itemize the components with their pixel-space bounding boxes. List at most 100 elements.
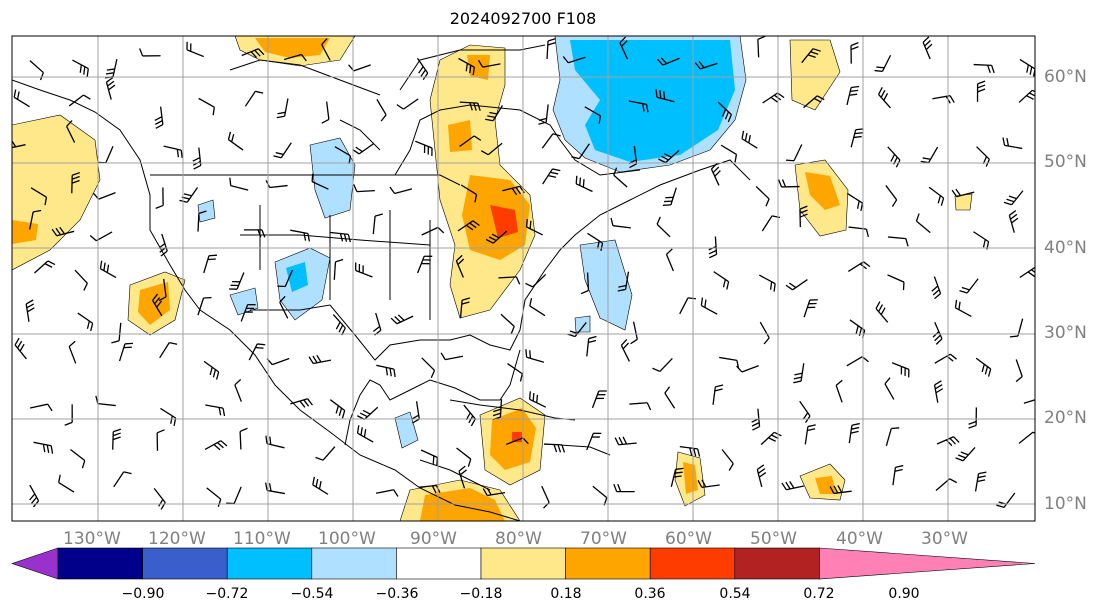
wind-barb: [244, 90, 256, 107]
wind-barb-flag: [1032, 89, 1035, 93]
wind-barb-flag: [785, 481, 791, 490]
wind-barb: [928, 186, 944, 199]
wind-barb-flag: [757, 468, 766, 474]
wind-barb-flag: [771, 434, 779, 440]
wind-barb-flag: [356, 425, 360, 434]
wind-barb-flag: [951, 189, 958, 198]
wind-barb-flag: [268, 483, 272, 492]
wind-barb-flag: [154, 116, 163, 122]
wind-barb-flag: [397, 314, 405, 321]
wind-barb-flag: [473, 102, 477, 111]
wind-barb: [284, 269, 294, 287]
wind-barb-flag: [816, 95, 825, 101]
wind-barb-flag: [71, 175, 80, 180]
wind-barb-flag: [50, 445, 54, 454]
wind-barb-flag: [318, 481, 322, 490]
wind-barb: [29, 484, 40, 502]
wind-barb-flag: [622, 342, 630, 350]
wind-barb: [186, 187, 199, 203]
wind-barb-flag: [582, 179, 585, 188]
colorbar-tick-label: −0.72: [205, 586, 249, 602]
wind-barb: [670, 187, 677, 206]
wind-barb-flag: [16, 91, 20, 100]
wind-barb-flag: [486, 487, 492, 496]
wind-barb-flag: [457, 258, 465, 266]
wind-barb: [628, 100, 647, 105]
wind-barb-flag: [996, 504, 1005, 509]
colorbar-segment: [649, 547, 736, 580]
wind-barb-flag: [794, 372, 803, 376]
wind-barb-flag: [79, 64, 82, 73]
wind-barb-flag: [111, 340, 120, 344]
wind-barb-flag: [833, 485, 839, 494]
wind-barb-flag: [217, 498, 222, 507]
wind-barb: [1019, 58, 1035, 70]
wind-barb: [1004, 144, 1023, 150]
wind-barb-flag: [1006, 138, 1010, 147]
colorbar-tick-label: −0.54: [290, 586, 334, 602]
wind-barb-flag: [652, 367, 661, 373]
wind-barb: [541, 485, 550, 503]
colorbar-tick-label: 0.72: [803, 586, 835, 602]
wind-barb-flag: [588, 339, 597, 344]
wind-barb: [656, 96, 675, 103]
wind-barb-flag: [265, 482, 268, 491]
wind-barb-flag: [721, 108, 727, 117]
wind-barb-flag: [981, 364, 985, 373]
wind-barb-flag: [1041, 398, 1046, 404]
wind-barb: [459, 135, 475, 148]
wind-barb: [592, 485, 608, 499]
map-title: 2024092700 F108: [449, 9, 597, 28]
wind-barb: [846, 192, 863, 204]
wind-barb: [25, 303, 30, 322]
wind-barb: [1017, 318, 1024, 337]
wind-barb-flag: [781, 179, 787, 188]
wind-barb: [234, 384, 242, 402]
wind-barb-flag: [931, 285, 939, 292]
wind-barb: [236, 272, 245, 290]
wind-barb-flag: [532, 393, 535, 402]
wind-barb-flag: [90, 323, 94, 332]
wind-barb-flag: [308, 356, 314, 364]
wind-barb-flag: [86, 320, 90, 329]
wind-barb: [230, 184, 249, 191]
wind-barb-flag: [275, 151, 284, 156]
wind-barb: [105, 82, 112, 100]
wind-barb-flag: [430, 370, 436, 379]
wind-barb-flag: [850, 46, 859, 51]
wind-barb: [700, 62, 718, 70]
wind-barb-flag: [17, 340, 23, 349]
wind-barb-flag: [621, 40, 628, 47]
colorbar-tick-label: −0.36: [375, 586, 419, 602]
wind-barb-flag: [700, 297, 704, 306]
wind-barb: [376, 364, 395, 370]
positive-anomaly-labrador: [789, 39, 841, 111]
wind-barb-flag: [255, 90, 264, 94]
wind-barb-flag: [469, 102, 473, 111]
wind-barb-flag: [83, 66, 86, 75]
wind-barb-flag: [467, 458, 472, 467]
wind-barb-flag: [307, 233, 311, 242]
wind-barb: [568, 56, 586, 64]
lat-label-60n: 60°N: [1044, 67, 1087, 87]
wind-barb: [505, 437, 524, 446]
wind-barb-flag: [208, 254, 218, 257]
wind-barb-flag: [849, 93, 858, 96]
wind-barb-flag: [265, 435, 268, 444]
wind-barb: [936, 436, 954, 445]
wind-barb-flag: [656, 58, 664, 66]
wind-barb: [578, 143, 590, 160]
wind-barb: [545, 104, 549, 123]
wind-barb-flag: [547, 41, 556, 46]
wind-barb-flag: [748, 134, 751, 144]
wind-barb: [279, 301, 289, 319]
wind-barb-flag: [335, 321, 341, 330]
wind-barb-flag: [552, 133, 561, 137]
map-frame: [11, 35, 1036, 522]
wind-barb-flag: [715, 384, 724, 388]
wind-barb-flag: [925, 43, 933, 51]
wind-barb-flag: [895, 159, 901, 168]
wind-barb: [717, 101, 732, 116]
wind-barb-flag: [493, 408, 502, 413]
wind-barb-flag: [216, 442, 224, 449]
